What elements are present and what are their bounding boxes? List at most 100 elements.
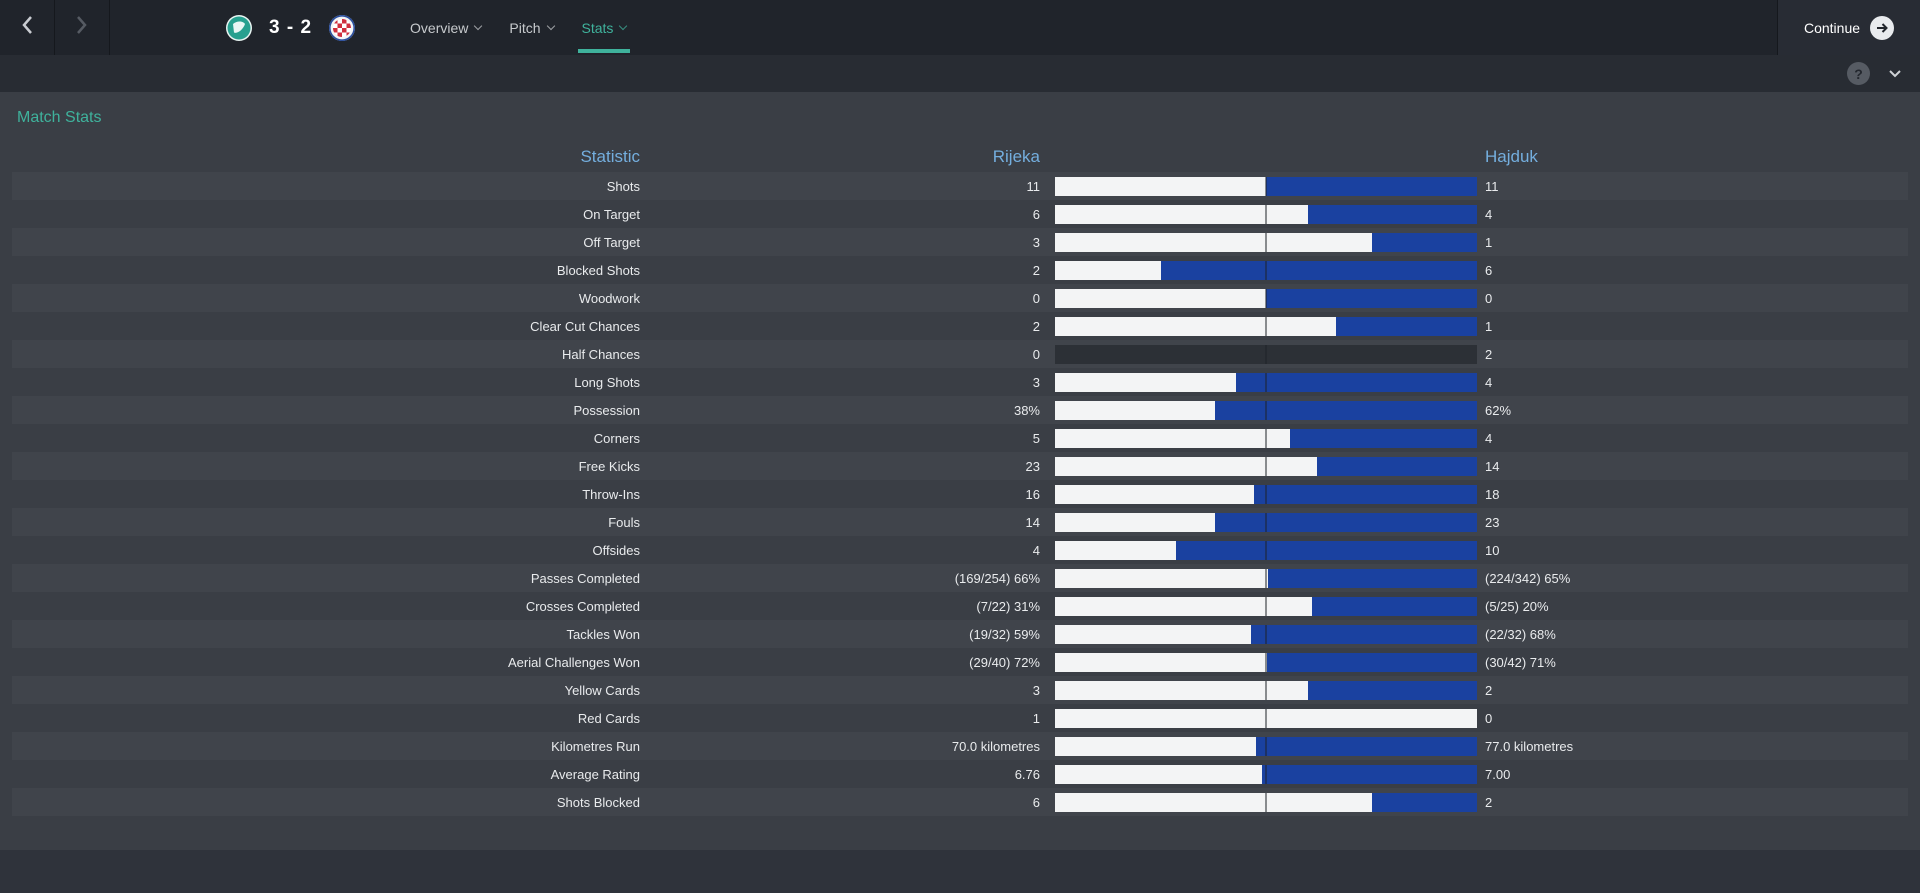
stat-bar-cell: [1055, 484, 1477, 504]
away-value: 2: [1485, 682, 1493, 698]
stat-bar: [1055, 176, 1477, 196]
bar-center-divider: [1265, 204, 1267, 224]
stat-label: Passes Completed: [530, 570, 640, 586]
home-bar: [1055, 288, 1266, 308]
home-value: 5: [1032, 430, 1040, 446]
stat-label: Half Chances: [561, 346, 640, 362]
away-bar: [1236, 372, 1477, 392]
away-bar: [1175, 540, 1477, 560]
stat-bar: [1055, 624, 1477, 644]
tab-overview[interactable]: Overview: [396, 0, 495, 55]
continue-button[interactable]: Continue: [1777, 0, 1920, 55]
home-bar: [1055, 596, 1312, 616]
away-bar: [1214, 512, 1477, 532]
stat-row: On Target 6 4: [12, 200, 1908, 228]
stat-bar: [1055, 316, 1477, 336]
stat-bar-cell: [1055, 568, 1477, 588]
away-bar: [1266, 288, 1477, 308]
home-bar: [1055, 316, 1337, 336]
away-value: 1: [1485, 234, 1493, 250]
match-stats-panel: Match Stats Statistic Rijeka Hajduk Shot…: [0, 92, 1920, 850]
stat-label: Off Target: [583, 234, 640, 250]
away-value: (30/42) 71%: [1485, 654, 1556, 670]
stat-row: Red Cards 1 0: [12, 704, 1908, 732]
stat-bar-cell: [1055, 372, 1477, 392]
stat-bar-cell: [1055, 596, 1477, 616]
chevron-right-icon: [76, 15, 88, 40]
away-bar: [1371, 232, 1477, 252]
bar-center-divider: [1265, 764, 1267, 784]
stat-label: Fouls: [608, 514, 640, 530]
stat-bar-cell: [1055, 204, 1477, 224]
home-bar: [1055, 736, 1256, 756]
stat-bar: [1055, 372, 1477, 392]
home-value: 6.76: [1014, 766, 1040, 782]
continue-arrow-icon: [1870, 15, 1895, 40]
rijeka-badge-icon[interactable]: [225, 14, 253, 42]
stat-row: Corners 5 4: [12, 424, 1908, 452]
forward-button[interactable]: [55, 0, 110, 55]
stat-label: Yellow Cards: [564, 682, 640, 698]
stat-bar: [1055, 512, 1477, 532]
panel-title: Match Stats: [17, 109, 102, 126]
stat-bar: [1055, 764, 1477, 784]
stat-bar: [1055, 792, 1477, 812]
home-value: 0: [1032, 290, 1040, 306]
stat-row: Blocked Shots 2 6: [12, 256, 1908, 284]
tab-pitch[interactable]: Pitch: [495, 0, 567, 55]
stat-row: Free Kicks 23 14: [12, 452, 1908, 480]
stat-label: Average Rating: [550, 766, 640, 782]
stat-label: Kilometres Run: [551, 738, 640, 754]
bar-center-divider: [1265, 456, 1267, 476]
bar-center-divider: [1265, 372, 1267, 392]
stat-bar-cell: [1055, 792, 1477, 812]
away-value: (22/32) 68%: [1485, 626, 1556, 642]
home-value: 14: [1025, 514, 1040, 530]
stat-bar: [1055, 596, 1477, 616]
stat-row: Offsides 4 10: [12, 536, 1908, 564]
away-value: 4: [1485, 374, 1493, 390]
chevron-down-icon: [619, 21, 628, 31]
home-bar: [1055, 372, 1237, 392]
stat-label: Crosses Completed: [525, 598, 640, 614]
stat-bar: [1055, 708, 1477, 728]
tab-stats[interactable]: Stats: [568, 0, 641, 55]
home-value: 16: [1025, 486, 1040, 502]
bar-center-divider: [1265, 288, 1267, 308]
home-value: 3: [1032, 374, 1040, 390]
away-value: 1: [1485, 318, 1493, 334]
collapse-chevron-icon[interactable]: [1888, 69, 1902, 78]
away-value: 0: [1485, 710, 1493, 726]
away-value: 4: [1485, 206, 1493, 222]
away-bar: [1160, 260, 1477, 280]
tab-overview-label: Overview: [410, 19, 469, 36]
away-bar: [1215, 400, 1477, 420]
home-bar: [1055, 400, 1216, 420]
stat-label: Shots: [606, 178, 640, 194]
sub-toolbar: ?: [0, 55, 1920, 92]
col-home-team: Rijeka: [992, 147, 1040, 166]
col-statistic: Statistic: [580, 147, 640, 166]
away-value: 10: [1485, 542, 1500, 558]
home-value: 4: [1032, 542, 1040, 558]
stat-bar-cell: [1055, 736, 1477, 756]
home-value: 1: [1032, 710, 1040, 726]
away-bar: [1255, 736, 1477, 756]
away-bar: [1266, 176, 1477, 196]
stat-label: Possession: [573, 402, 640, 418]
bar-center-divider: [1265, 400, 1267, 420]
away-value: 2: [1485, 346, 1493, 362]
stat-row: Shots Blocked 6 2: [12, 788, 1908, 816]
top-bar: 3 - 2: [0, 0, 1920, 55]
help-icon[interactable]: ?: [1847, 62, 1870, 85]
away-bar: [1289, 428, 1477, 448]
hajduk-badge-icon[interactable]: [328, 14, 356, 42]
bar-center-divider: [1265, 568, 1267, 588]
stat-bar: [1055, 204, 1477, 224]
stat-row: Half Chances 0 2: [12, 340, 1908, 368]
stat-bar: [1055, 428, 1477, 448]
stat-row: Fouls 14 23: [12, 508, 1908, 536]
home-value: (7/22) 31%: [976, 598, 1040, 614]
back-button[interactable]: [0, 0, 55, 55]
